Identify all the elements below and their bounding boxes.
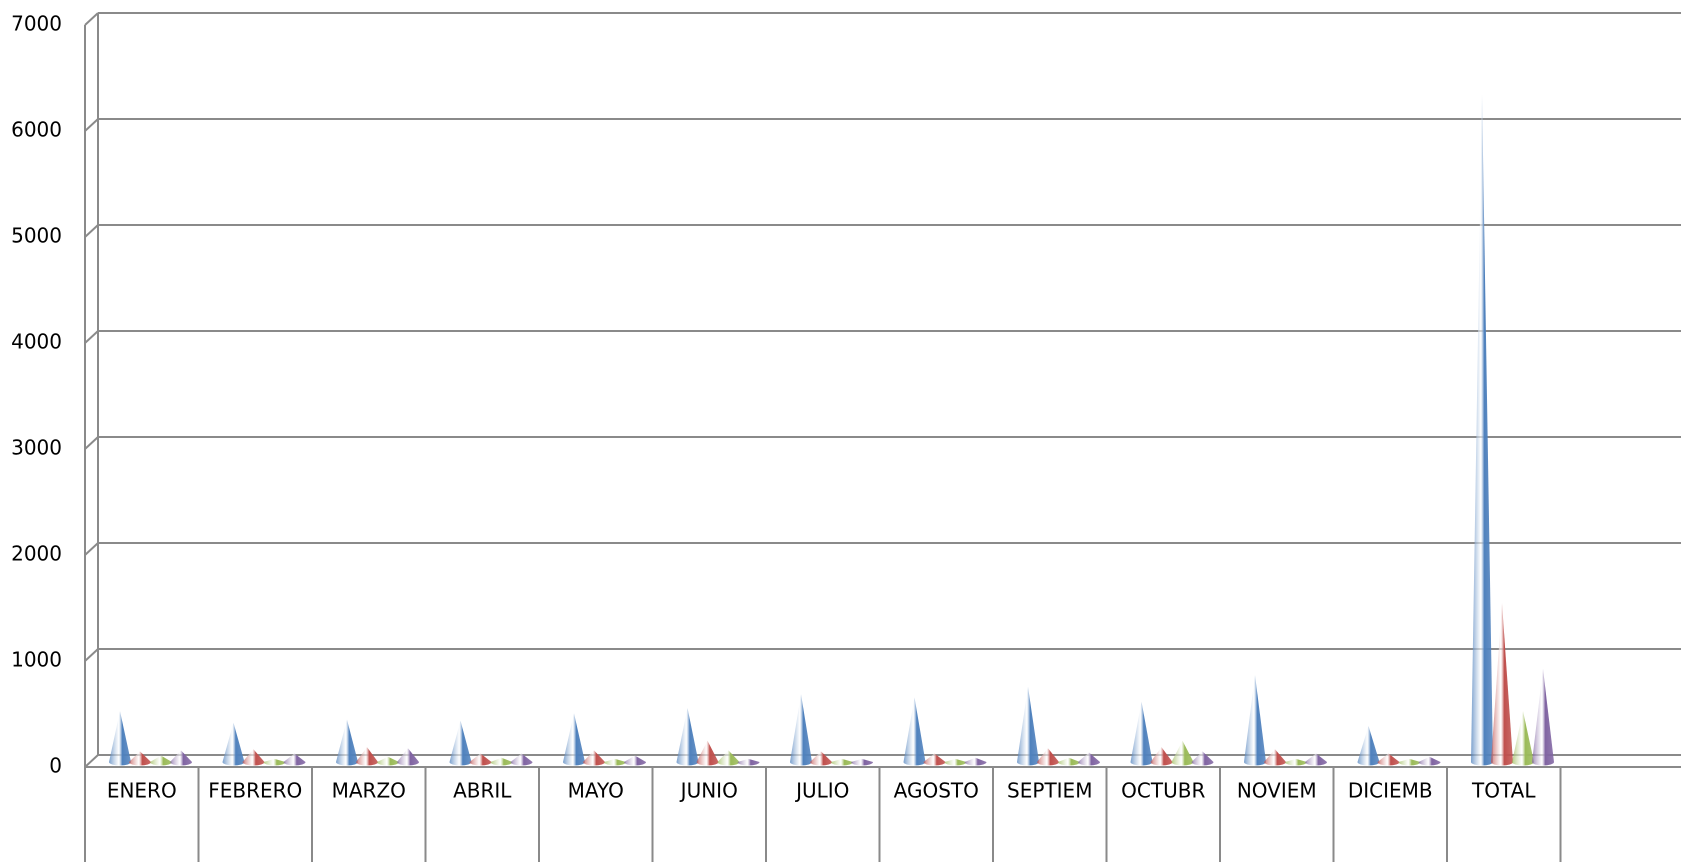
cone bbox=[1150, 747, 1173, 766]
cone bbox=[356, 747, 378, 766]
cone bbox=[150, 755, 172, 766]
cone bbox=[810, 751, 833, 766]
x-tick-label: MARZO bbox=[332, 779, 406, 803]
x-tick-label: SEPTIEM bbox=[1007, 779, 1092, 803]
cone bbox=[1285, 758, 1307, 766]
grid-line bbox=[84, 436, 99, 450]
y-tick-label: 1000 bbox=[11, 648, 62, 672]
x-tick-label: DICIEMB bbox=[1348, 779, 1433, 803]
cone bbox=[1130, 701, 1153, 766]
cone bbox=[397, 748, 419, 766]
x-tick-label: ENERO bbox=[107, 779, 177, 803]
cone bbox=[222, 722, 245, 766]
y-tick-label: 4000 bbox=[11, 330, 62, 354]
cone bbox=[944, 758, 967, 766]
cone bbox=[964, 757, 987, 766]
grid-line bbox=[84, 754, 99, 768]
cone bbox=[1244, 675, 1266, 766]
cone bbox=[1418, 756, 1441, 766]
cone bbox=[604, 758, 626, 766]
cone bbox=[1491, 603, 1513, 766]
x-tick-label: NOVIEM bbox=[1237, 779, 1317, 803]
x-tick-label: TOTAL bbox=[1471, 779, 1536, 803]
cone bbox=[1532, 668, 1554, 766]
cone bbox=[1078, 752, 1100, 766]
cone bbox=[851, 758, 873, 766]
cone bbox=[1058, 757, 1080, 766]
cone bbox=[510, 753, 533, 766]
cone bbox=[336, 719, 358, 766]
cone bbox=[1171, 740, 1194, 766]
cone bbox=[242, 749, 265, 766]
cone bbox=[283, 753, 306, 766]
grid-line bbox=[84, 12, 99, 26]
cone bbox=[831, 758, 853, 766]
y-tick-label: 6000 bbox=[11, 118, 62, 142]
cone bbox=[624, 755, 647, 766]
cone bbox=[1357, 725, 1380, 766]
cone bbox=[170, 750, 192, 766]
cone bbox=[790, 694, 812, 766]
cone bbox=[1264, 749, 1286, 766]
cone bbox=[676, 707, 699, 766]
cone bbox=[717, 750, 740, 766]
grid-line bbox=[84, 648, 99, 662]
cone bbox=[1377, 753, 1400, 766]
y-tick-label: 5000 bbox=[11, 224, 62, 248]
cone bbox=[490, 757, 513, 766]
cone bbox=[563, 713, 585, 766]
cone bbox=[903, 697, 926, 766]
cone bbox=[1305, 753, 1327, 766]
cone bbox=[1191, 751, 1214, 766]
y-tick-label: 2000 bbox=[11, 542, 62, 566]
cone bbox=[1017, 686, 1039, 766]
y-tick-label: 7000 bbox=[11, 12, 62, 36]
cone bbox=[1512, 711, 1534, 766]
cone bbox=[923, 753, 946, 766]
cone bbox=[737, 758, 760, 766]
cone bbox=[129, 751, 151, 766]
cone bbox=[109, 711, 131, 766]
y-tick-label: 0 bbox=[49, 754, 62, 778]
grid-line bbox=[84, 224, 99, 238]
x-tick-label: ABRIL bbox=[453, 779, 512, 803]
x-tick-label: AGOSTO bbox=[894, 779, 979, 803]
cone bbox=[1471, 94, 1493, 766]
grid-line bbox=[84, 330, 99, 344]
cone bbox=[469, 753, 492, 766]
y-tick-label: 3000 bbox=[11, 436, 62, 460]
cone bbox=[1037, 748, 1059, 766]
cone bbox=[1398, 758, 1421, 766]
cone bbox=[583, 750, 605, 766]
x-tick-label: FEBRERO bbox=[208, 779, 302, 803]
grid-line bbox=[84, 118, 99, 132]
x-tick-label: JUNIO bbox=[679, 779, 738, 803]
cone bbox=[696, 740, 719, 766]
grid-line bbox=[84, 542, 99, 556]
x-tick-label: JULIO bbox=[794, 779, 849, 803]
cone bbox=[449, 720, 472, 766]
cone bbox=[263, 758, 286, 766]
x-tick-label: OCTUBR bbox=[1121, 779, 1205, 803]
cone bbox=[377, 756, 399, 766]
x-tick-label: MAYO bbox=[568, 779, 624, 803]
